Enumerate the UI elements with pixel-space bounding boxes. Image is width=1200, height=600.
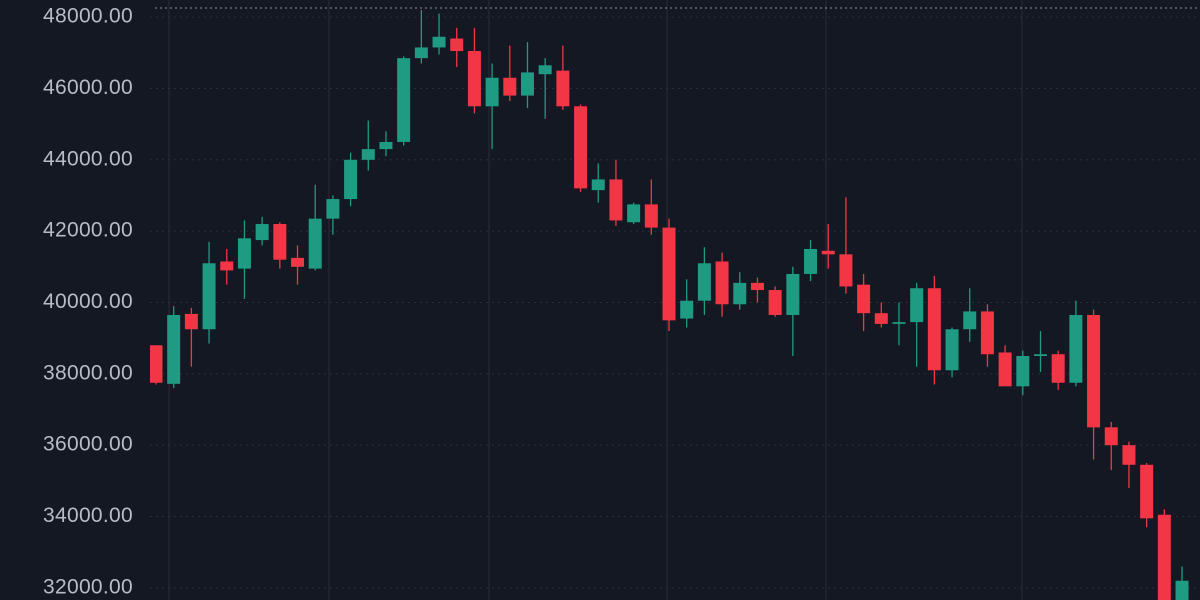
candle-body	[520, 72, 534, 96]
candle-body	[1140, 464, 1154, 519]
candle-body	[255, 224, 269, 241]
candle-body	[1087, 314, 1101, 428]
candle-body	[237, 238, 251, 269]
candle-body	[697, 263, 711, 301]
candle-body	[963, 311, 977, 330]
candle-body	[361, 149, 375, 160]
candle-body	[768, 290, 782, 315]
candle-body	[432, 36, 446, 48]
candle-body	[220, 261, 234, 271]
candle-body	[414, 47, 428, 59]
candle-body	[945, 329, 959, 371]
candle-body	[450, 38, 464, 52]
candle-body	[839, 254, 853, 287]
candle-body	[821, 250, 835, 255]
y-tick-label: 38000.00	[43, 361, 133, 384]
candle-body	[733, 282, 747, 305]
candle-body	[715, 261, 729, 305]
candle-body	[1051, 354, 1065, 383]
candle-body	[786, 273, 800, 315]
y-tick-label: 36000.00	[43, 433, 133, 456]
candle-body	[680, 300, 694, 319]
candle-body	[1069, 314, 1083, 383]
candle-body	[467, 51, 481, 107]
candle-body	[927, 288, 941, 371]
candle-body	[326, 199, 340, 219]
candle-body	[998, 352, 1012, 387]
candle-body	[503, 77, 517, 96]
candle-body	[1122, 445, 1136, 465]
candle-body	[574, 106, 588, 189]
candle-body	[591, 179, 605, 191]
candle-body	[167, 314, 181, 384]
candle-body	[1175, 580, 1189, 600]
candle-body	[485, 77, 499, 107]
candle-body	[609, 179, 623, 221]
candle-body	[910, 288, 924, 323]
y-tick-label: 42000.00	[43, 219, 133, 242]
candle-body	[202, 263, 216, 330]
candle-body	[379, 141, 393, 150]
candle-body	[1034, 354, 1047, 357]
candle-body	[980, 311, 994, 355]
candle-body	[644, 204, 658, 228]
candle-body	[857, 284, 871, 314]
y-tick-label: 46000.00	[43, 76, 133, 99]
candle-body	[184, 313, 198, 330]
y-tick-label: 32000.00	[43, 575, 133, 598]
candle-body	[1016, 356, 1030, 387]
candle-body	[804, 248, 818, 274]
candle-body	[1104, 427, 1118, 446]
y-tick-label: 48000.00	[43, 5, 133, 28]
candles	[150, 9, 1189, 600]
candle-body	[308, 218, 322, 269]
candle-body	[874, 313, 888, 324]
y-tick-label: 40000.00	[43, 290, 133, 313]
candle-body	[538, 65, 552, 75]
candle-body	[892, 322, 906, 324]
candle-body	[397, 58, 411, 142]
y-tick-label: 44000.00	[43, 147, 133, 170]
candle-body	[556, 70, 570, 107]
candle-body	[344, 159, 358, 200]
candle-body	[291, 257, 305, 267]
y-tick-label: 34000.00	[43, 504, 133, 527]
candle-body	[627, 204, 641, 223]
candle-body	[750, 282, 764, 291]
candle-body	[1157, 514, 1171, 600]
candle-body	[273, 224, 287, 260]
candle-body	[150, 345, 163, 383]
candle-body	[662, 227, 676, 321]
